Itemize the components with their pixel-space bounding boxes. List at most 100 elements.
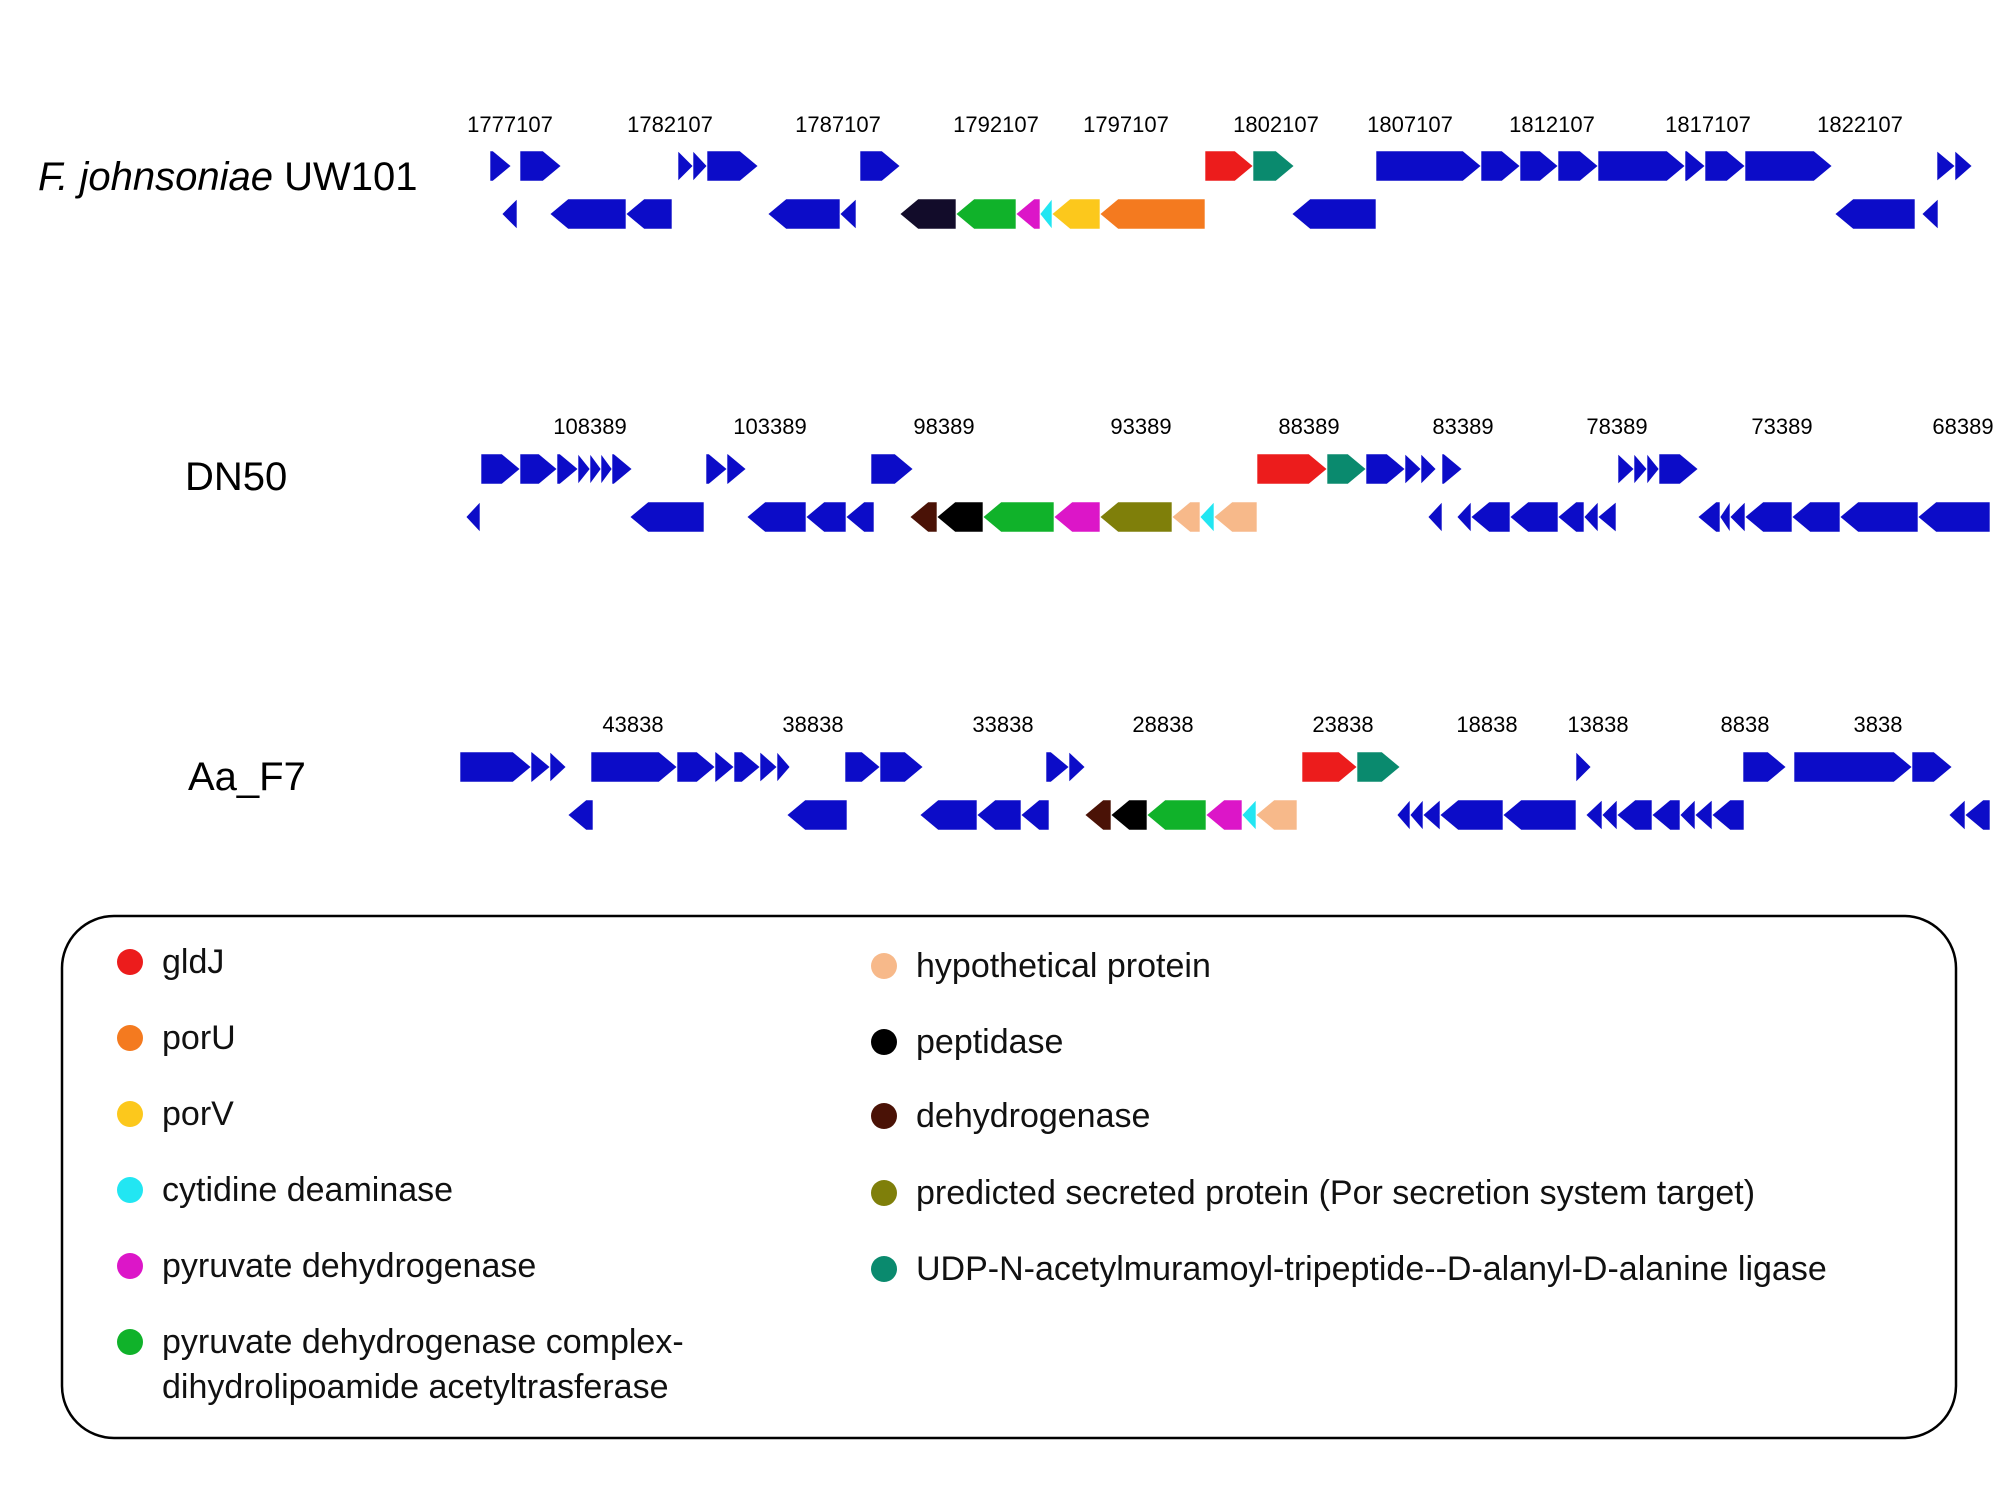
coordinate-label: 1807107	[1367, 112, 1453, 137]
gene-arrow	[1205, 799, 1243, 831]
legend-swatch	[117, 1025, 143, 1051]
gene-arrow	[767, 198, 841, 230]
gene-arrow	[1697, 501, 1721, 533]
gene-arrow	[677, 150, 694, 182]
gene-arrow	[1068, 751, 1086, 783]
gene-arrow	[899, 198, 957, 230]
gene-arrow	[1744, 501, 1793, 533]
genome-label-rest: DN50	[185, 455, 287, 499]
genome-track: Aa_F7 43838 38838 33838 28838 23838 18838 13838…	[188, 712, 1991, 831]
gene-arrow	[1684, 150, 1706, 182]
legend-item: porU	[117, 1019, 236, 1057]
genome-label: DN50	[185, 455, 287, 499]
legend-label: predicted secreted protein (Por secretio…	[916, 1174, 1755, 1212]
gene-arrow	[549, 751, 567, 783]
gene-arrow	[1839, 501, 1919, 533]
gene-arrow	[519, 150, 562, 182]
gene-arrow	[1099, 501, 1173, 533]
legend-item: hypothetical protein	[871, 947, 1211, 985]
gene-arrow	[1793, 751, 1913, 783]
gene-arrow	[786, 799, 848, 831]
gene-arrow	[1597, 501, 1617, 533]
gene-arrow	[1301, 751, 1358, 783]
legend-item: cytidine deaminase	[117, 1171, 453, 1209]
genome-label-italic: F. johnsoniae	[38, 155, 273, 199]
coordinate-label: 78389	[1586, 414, 1647, 439]
gene-arrow	[590, 751, 678, 783]
gene-arrow	[459, 751, 532, 783]
gene-arrow	[1255, 799, 1298, 831]
legend-swatch	[871, 1180, 897, 1206]
legend-label: dehydrogenase	[916, 1097, 1150, 1135]
gene-arrow	[625, 198, 673, 230]
gene-arrow	[1601, 799, 1618, 831]
gene-arrow	[600, 453, 613, 485]
gene-arrow	[480, 453, 521, 485]
coordinate-label: 1817107	[1665, 112, 1751, 137]
gene-arrow	[870, 453, 914, 485]
coordinate-label: 28838	[1132, 712, 1193, 737]
gene-arrow	[629, 501, 705, 533]
gene-arrow	[1015, 198, 1041, 230]
gene-arrow	[845, 501, 875, 533]
gene-arrow	[1441, 453, 1463, 485]
gene-arrow	[1099, 198, 1206, 230]
gene-arrow	[805, 501, 847, 533]
gene-arrow	[489, 150, 512, 182]
gene-arrow	[1585, 799, 1603, 831]
legend-item: predicted secreted protein (Por secretio…	[871, 1174, 1755, 1212]
coordinate-label: 8838	[1721, 712, 1770, 737]
gene-arrow	[1557, 150, 1599, 182]
coordinate-label: 88389	[1278, 414, 1339, 439]
genome-label: Aa_F7	[188, 755, 306, 799]
gene-arrow	[726, 453, 747, 485]
legend-item: porV	[117, 1095, 234, 1133]
gene-arrow	[1375, 150, 1482, 182]
gene-arrow	[714, 751, 735, 783]
coordinate-label: 38838	[782, 712, 843, 737]
gene-arrow	[1617, 453, 1635, 485]
coordinate-label: 98389	[913, 414, 974, 439]
gene-arrow	[1213, 501, 1258, 533]
legend-label: porU	[162, 1019, 236, 1057]
legend-swatch	[871, 953, 897, 979]
legend-swatch	[871, 1103, 897, 1129]
gene-arrow	[676, 751, 716, 783]
gene-arrow	[1480, 150, 1521, 182]
legend-swatch	[117, 1177, 143, 1203]
gene-arrow	[919, 799, 978, 831]
gene-arrow	[1742, 751, 1787, 783]
legend-label: cytidine deaminase	[162, 1171, 453, 1209]
gene-arrow	[1729, 501, 1746, 533]
gene-arrow	[1658, 453, 1699, 485]
legend-item: peptidase	[871, 1023, 1063, 1061]
gene-arrow	[1597, 150, 1686, 182]
gene-arrow	[1646, 453, 1660, 485]
gene-arrow	[976, 799, 1022, 831]
coordinate-label: 1782107	[627, 112, 713, 137]
gene-arrow	[909, 501, 938, 533]
gene-arrow	[1911, 751, 1953, 783]
gene-arrow	[1557, 501, 1585, 533]
gene-arrow	[1326, 453, 1367, 485]
gene-arrow	[1954, 150, 1973, 182]
gene-arrow	[1427, 501, 1443, 533]
gene-arrow	[567, 799, 594, 831]
gene-arrow	[839, 198, 857, 230]
coordinate-label: 1797107	[1083, 112, 1169, 137]
gene-arrow	[1711, 799, 1745, 831]
gene-arrow	[1409, 799, 1424, 831]
coordinate-label: 1822107	[1817, 112, 1903, 137]
gene-arrow	[1679, 799, 1696, 831]
legend-label: pyruvate dehydrogenase complex-	[162, 1323, 684, 1361]
gene-arrow	[1241, 799, 1257, 831]
gene-arrow	[519, 453, 558, 485]
coordinate-label: 1777107	[467, 112, 553, 137]
genome-label-rest: UW101	[273, 155, 418, 199]
gene-arrow	[1921, 198, 1939, 230]
gene-arrow	[1252, 150, 1295, 182]
legend-label: gldJ	[162, 943, 224, 981]
gene-arrow	[1439, 799, 1504, 831]
gene-arrow	[549, 198, 627, 230]
